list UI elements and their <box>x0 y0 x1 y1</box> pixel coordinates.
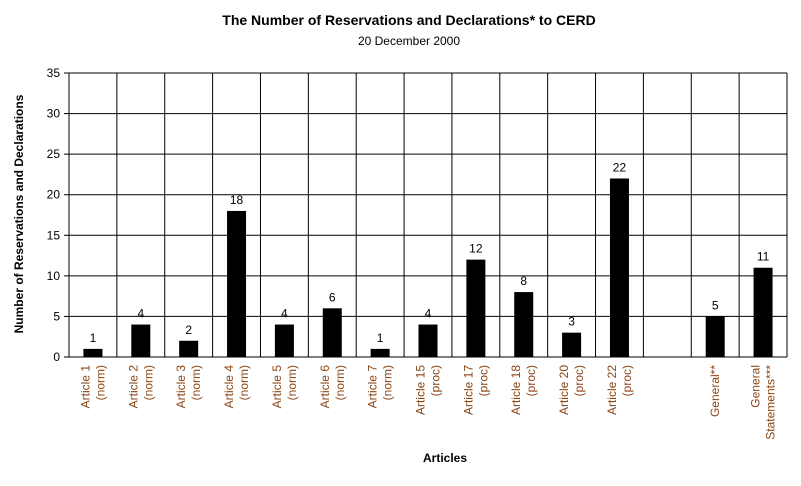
category-label-line: (norm) <box>189 365 203 400</box>
y-tick-label: 20 <box>47 188 61 202</box>
data-label: 11 <box>757 250 770 264</box>
category-label-line: (norm) <box>333 365 347 400</box>
data-label: 18 <box>230 193 244 207</box>
data-label: 4 <box>281 307 288 321</box>
y-tick-label: 0 <box>53 350 60 364</box>
category-label: Article 15 (proc) <box>414 365 443 415</box>
category-label: Article 3 (norm) <box>174 365 203 409</box>
y-tick-labels: 0 5 10 15 20 25 30 35 <box>47 66 61 364</box>
bars <box>83 178 773 357</box>
bar <box>370 348 390 357</box>
bar <box>322 308 342 357</box>
bar <box>562 332 582 357</box>
data-label: 5 <box>712 298 719 312</box>
chart-subtitle: 20 December 2000 <box>358 34 460 48</box>
data-label: 22 <box>613 160 627 174</box>
category-label-line: Article 7 <box>366 365 380 409</box>
category-label-line: Article 15 <box>414 365 428 415</box>
category-label: Article 22 (proc) <box>605 365 634 415</box>
category-label-line: (norm) <box>93 365 107 400</box>
category-label-line: (norm) <box>381 365 395 400</box>
category-label-line: (norm) <box>141 365 155 400</box>
chart-title: The Number of Reservations and Declarati… <box>222 12 595 28</box>
data-label: 4 <box>137 307 144 321</box>
y-tick-label: 25 <box>47 147 61 161</box>
category-label-line: (proc) <box>572 365 586 396</box>
data-label: 4 <box>425 307 432 321</box>
bar <box>466 259 486 357</box>
category-label-line: (proc) <box>620 365 634 396</box>
category-label-line: Article 5 <box>270 365 284 409</box>
category-label: Article 4 (norm) <box>222 365 251 409</box>
category-label-line: (proc) <box>429 365 443 396</box>
category-label-line: Article 6 <box>318 365 332 409</box>
y-tick-label: 10 <box>47 269 61 283</box>
y-tick-label: 35 <box>47 66 61 80</box>
y-tick-label: 5 <box>53 309 60 323</box>
data-label: 1 <box>377 331 384 345</box>
category-label-line: Article 4 <box>222 365 236 409</box>
category-label: Article 6 (norm) <box>318 365 347 409</box>
category-label: Article 17 (proc) <box>461 365 490 415</box>
category-label: Article 7 (norm) <box>366 365 395 409</box>
bar <box>227 210 247 357</box>
bar <box>514 292 534 357</box>
bar <box>83 348 103 357</box>
category-label-line: (norm) <box>237 365 251 400</box>
category-label-line: (proc) <box>524 365 538 396</box>
category-label-line: General** <box>708 365 722 417</box>
category-label-line: Article 3 <box>174 365 188 409</box>
data-label: 2 <box>185 323 192 337</box>
category-label-line: Article 22 <box>605 365 619 415</box>
bar <box>131 324 151 357</box>
category-label-line: (norm) <box>285 365 299 400</box>
category-label: General Statements*** <box>749 365 778 440</box>
category-label-line: Article 20 <box>557 365 571 415</box>
category-label-line: Article 1 <box>78 365 92 409</box>
data-label: 1 <box>90 331 97 345</box>
bar <box>753 267 773 357</box>
y-axis-label: Number of Reservations and Declarations <box>12 94 26 333</box>
category-label: Article 2 (norm) <box>126 365 155 409</box>
bar <box>705 316 725 357</box>
data-label: 8 <box>520 274 527 288</box>
data-label: 6 <box>329 290 336 304</box>
category-label-line: (proc) <box>476 365 490 396</box>
bar <box>179 340 199 357</box>
category-label-line: General <box>749 365 763 408</box>
data-label: 12 <box>469 242 483 256</box>
category-label-line: Article 17 <box>461 365 475 415</box>
category-labels: Article 1 (norm) Article 2 (norm) Article 3(… <box>78 365 777 440</box>
bar <box>274 324 294 357</box>
category-label-line: Article 2 <box>126 365 140 409</box>
data-labels: 1 4 2 18 4 6 1 4 12 8 3 22 5 11 <box>90 160 770 344</box>
category-label: Article 20 (proc) <box>557 365 586 415</box>
category-label-line: Statements*** <box>764 365 778 440</box>
x-axis-label: Articles <box>423 451 467 465</box>
category-label: Article 1 (norm) <box>78 365 107 409</box>
category-label-line: Article 18 <box>509 365 523 415</box>
bar <box>418 324 438 357</box>
category-label: Article 18 (proc) <box>509 365 538 415</box>
data-label: 3 <box>568 315 575 329</box>
gridlines <box>64 72 788 358</box>
y-tick-label: 30 <box>47 107 61 121</box>
y-tick-label: 15 <box>47 228 61 242</box>
category-label: General** <box>708 365 722 417</box>
category-label: Article 5 (norm) <box>270 365 299 409</box>
bar <box>609 178 629 357</box>
